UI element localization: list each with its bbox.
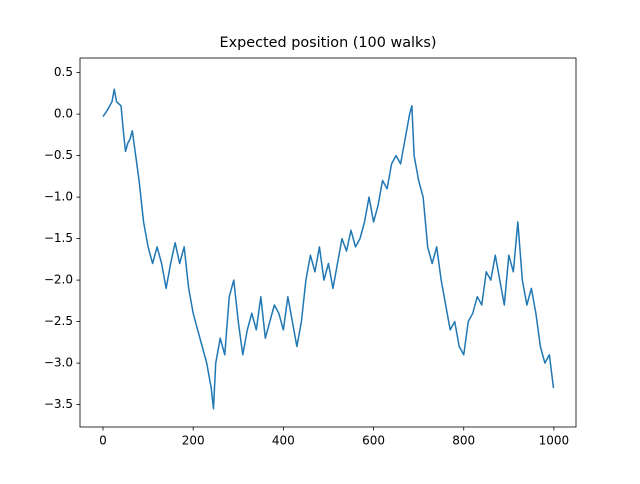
y-tick-label: −3.0	[44, 356, 73, 370]
y-tick-label: −1.5	[44, 231, 73, 245]
x-tick-label: 400	[272, 434, 295, 448]
line	[102, 88, 555, 410]
y-tick-label: 0.0	[54, 107, 73, 121]
x-tick-label: 200	[182, 434, 205, 448]
x-tick-label: 0	[99, 434, 107, 448]
y-tick-label: −1.0	[44, 190, 73, 204]
chart-title: Expected position (100 walks)	[220, 35, 437, 51]
x-tick-label: 600	[362, 434, 385, 448]
x-tick-label: 1000	[539, 434, 570, 448]
x-tick-label: 800	[452, 434, 475, 448]
y-tick-label: −3.5	[44, 397, 73, 411]
axes-frame	[79, 57, 577, 428]
y-tick-label: −2.0	[44, 273, 73, 287]
y-tick-label: −0.5	[44, 148, 73, 162]
y-tick-label: 0.5	[54, 65, 73, 79]
y-tick-label: −2.5	[44, 314, 73, 328]
